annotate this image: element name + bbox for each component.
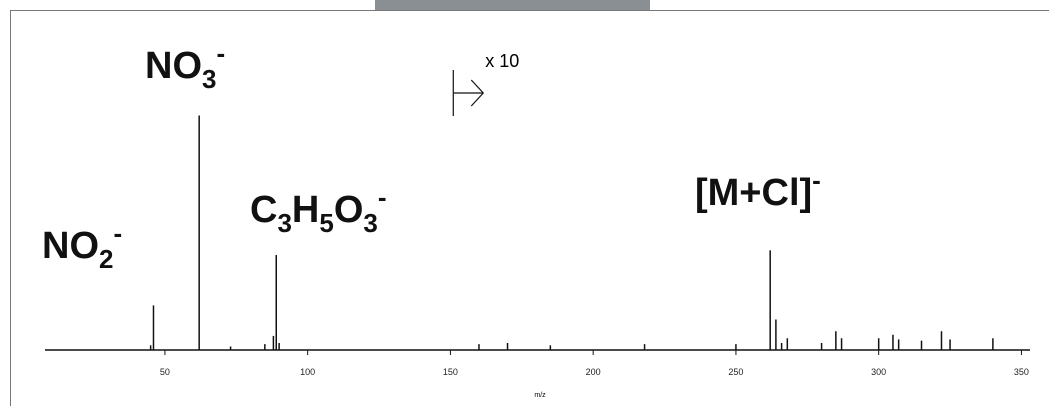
- annotation-sub: 3: [277, 208, 291, 238]
- annotation-sup: -: [216, 38, 225, 68]
- x-tick-label: 150: [443, 367, 458, 377]
- peak-annotation: NO2-: [42, 218, 122, 274]
- annotation-sup: -: [812, 165, 821, 195]
- x-tick-label: 200: [586, 367, 601, 377]
- annotation-text: C: [250, 189, 277, 231]
- annotation-sup: -: [378, 182, 387, 212]
- annotation-text: NO: [145, 45, 202, 87]
- annotation-sub: 2: [99, 244, 113, 274]
- photo-strip: [375, 0, 650, 10]
- x-tick-label: 300: [871, 367, 886, 377]
- x-tick-label: 350: [1014, 367, 1029, 377]
- annotation-text: NO: [42, 225, 99, 267]
- annotation-sub: 3: [202, 64, 216, 94]
- annotation-text: H: [292, 189, 319, 231]
- peak-annotation: NO3-: [145, 38, 225, 94]
- peak-annotation: [M+Cl]-: [695, 165, 821, 214]
- annotation-text: [M+Cl]: [695, 172, 812, 214]
- annotation-sub: 3: [363, 208, 377, 238]
- annotation-sup: -: [113, 218, 122, 248]
- magnification-arrow: [453, 80, 483, 106]
- x-axis-label: m/z: [534, 392, 546, 399]
- peak-annotation: C3H5O3-: [250, 182, 387, 238]
- annotation-sub: 5: [319, 208, 333, 238]
- x-tick-label: 250: [728, 367, 743, 377]
- annotation-text: O: [334, 189, 364, 231]
- chart: m/z 50100150200250300350NO3-NO2-C3H5O3-[…: [0, 0, 1049, 406]
- magnification-label: x 10: [485, 51, 519, 71]
- x-tick-label: 100: [300, 367, 315, 377]
- x-tick-label: 50: [160, 367, 170, 377]
